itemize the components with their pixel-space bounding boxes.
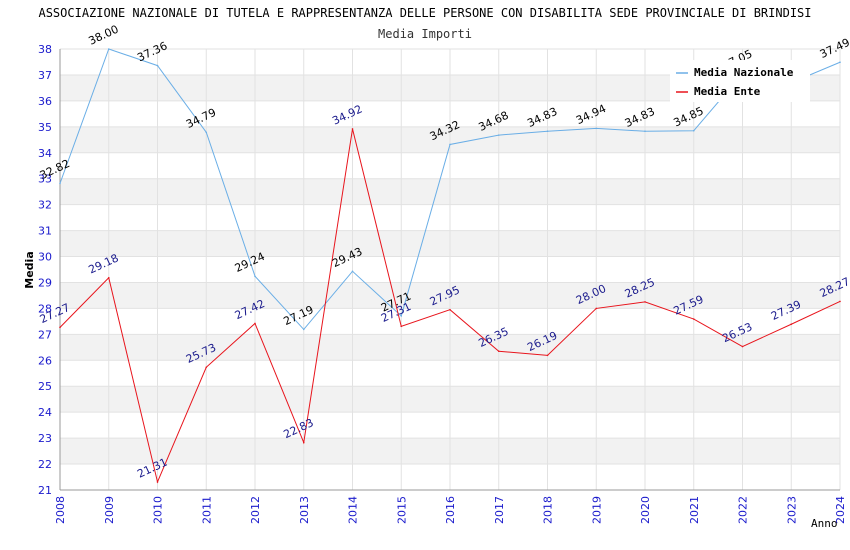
data-point (302, 328, 305, 331)
x-tick-label: 2011 (200, 496, 213, 524)
data-point (59, 182, 61, 185)
data-point (741, 345, 744, 348)
y-tick-label: 37 (38, 69, 52, 82)
data-point (59, 326, 61, 329)
data-point (400, 315, 403, 317)
y-tick-label: 31 (38, 225, 52, 238)
y-tick-label: 34 (38, 147, 52, 160)
x-tick-label: 2008 (54, 496, 67, 524)
data-point (351, 270, 354, 273)
y-tick-label: 29 (38, 276, 52, 289)
legend: Media Nazionale Media Ente (670, 60, 810, 102)
data-point (302, 441, 305, 444)
data-point (595, 307, 598, 310)
data-label: 37.36 (135, 39, 169, 64)
data-point (644, 301, 646, 303)
data-point (497, 350, 500, 353)
x-tick-label: 2014 (347, 496, 360, 524)
y-tick-label: 36 (38, 95, 52, 108)
x-tick-label: 2020 (639, 496, 652, 524)
data-label: 34.83 (623, 105, 657, 130)
x-axis-label: Anno (811, 517, 838, 530)
data-label: 22.83 (282, 416, 316, 441)
data-label: 34.83 (525, 105, 559, 130)
data-point (254, 322, 256, 325)
x-tick-label: 2016 (444, 496, 457, 524)
y-axis-label: Media (23, 251, 36, 288)
data-label: 34.94 (574, 102, 608, 127)
y-tick-label: 24 (38, 406, 52, 419)
x-tick-label: 2017 (493, 496, 506, 524)
y-tick-label: 26 (38, 354, 52, 367)
y-tick-label: 38 (38, 43, 52, 56)
legend-label: Media Ente (694, 85, 761, 98)
x-tick-label: 2023 (785, 496, 798, 524)
data-point (790, 323, 793, 326)
legend-label: Media Nazionale (694, 66, 794, 79)
y-tick-label: 32 (38, 199, 52, 212)
data-point (400, 325, 403, 328)
data-label: 34.85 (672, 104, 706, 129)
grid-lines (59, 48, 841, 491)
data-point (156, 64, 159, 67)
x-tick-label: 2013 (298, 496, 311, 524)
y-tick-label: 28 (38, 302, 52, 315)
x-axis-ticks: 2008 2009 2010 2011 2012 2013 2014 2015 2016 2017… (54, 496, 847, 524)
x-tick-label: 2012 (249, 496, 262, 524)
x-tick-label: 2019 (590, 496, 603, 524)
chart-title: ASSOCIAZIONE NAZIONALE DI TUTELA E RAPPR… (38, 6, 812, 20)
y-tick-label: 25 (38, 380, 52, 393)
data-point (254, 275, 256, 278)
x-tick-label: 2015 (395, 496, 408, 524)
data-point (351, 128, 354, 130)
data-point (205, 366, 208, 369)
data-point (449, 308, 451, 311)
data-point (107, 277, 110, 279)
data-point (644, 130, 646, 133)
data-point (107, 48, 110, 50)
y-axis-ticks: 21 22 23 24 25 26 27 28 29 30 31 32 33 34 35 36 37 38 (38, 43, 52, 497)
y-tick-label: 27 (38, 328, 52, 341)
y-tick-label: 30 (38, 251, 52, 264)
series-lines (59, 48, 841, 484)
data-point (839, 61, 841, 64)
x-tick-label: 2009 (103, 496, 116, 524)
x-tick-label: 2010 (152, 496, 165, 524)
chart-subtitle: Media Importi (378, 27, 472, 41)
y-tick-label: 21 (38, 484, 52, 497)
x-tick-label: 2024 (834, 496, 847, 524)
x-tick-label: 2022 (737, 496, 750, 524)
legend-box (670, 60, 810, 102)
data-point (692, 318, 695, 320)
x-tick-label: 2018 (542, 496, 555, 524)
x-tick-label: 2021 (688, 496, 701, 524)
data-point (497, 134, 500, 136)
data-point (449, 143, 451, 146)
y-tick-label: 23 (38, 432, 52, 445)
data-point (546, 354, 549, 357)
data-point (546, 130, 549, 133)
data-label: 34.92 (330, 103, 364, 128)
y-tick-label: 22 (38, 458, 52, 471)
data-point (692, 129, 695, 132)
data-label: 38.00 (87, 23, 121, 48)
data-point (839, 300, 841, 303)
data-point (595, 127, 598, 130)
y-tick-label: 35 (38, 121, 52, 134)
data-label: 37.49 (818, 36, 850, 61)
data-point (156, 481, 159, 483)
data-point (205, 131, 208, 134)
y-tick-label: 33 (38, 173, 52, 186)
